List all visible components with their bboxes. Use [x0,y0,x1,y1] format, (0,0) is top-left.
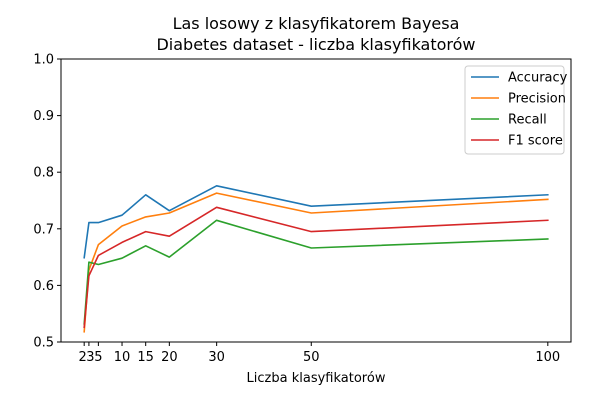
x-tick-label: 2 [79,350,87,365]
series-line-precision [83,192,549,333]
x-tick-label: 15 [137,350,154,365]
y-tick-label: 0.6 [33,279,54,294]
y-axis: 0.5 0.6 0.7 0.8 0.9 1.0 [33,53,61,351]
series-line-recall [83,219,549,325]
series-lines [83,185,549,333]
y-tick-label: 0.5 [33,336,54,351]
chart-title: Las losowy z klasyfikatorem Bayesa [173,14,460,33]
legend-label-recall: Recall [508,113,547,128]
x-tick-label: 30 [208,350,225,365]
chart-subtitle: Diabetes dataset - liczba klasyfikatorów [156,35,475,54]
legend-label-f1-score: F1 score [508,134,563,149]
legend-label-precision: Precision [508,92,566,107]
y-tick-label: 0.8 [33,166,54,181]
legend-frame [464,65,565,155]
legend: Accuracy Precision Recall F1 score [464,65,568,155]
x-axis-label: Liczba klasyfikatorów [247,371,386,386]
x-tick-label: 3 [86,350,94,365]
x-tick-label: 50 [303,350,320,365]
plot-area-frame [60,58,572,343]
x-tick-label: 10 [114,350,131,365]
x-tick-label: 20 [161,350,178,365]
x-tick-label: 100 [535,350,560,365]
x-tick-label: 5 [94,350,102,365]
x-axis: 2 3 5 10 15 20 30 50 100 [79,342,560,365]
y-tick-label: 0.7 [33,222,54,237]
y-tick-label: 1.0 [33,53,54,68]
y-tick-label: 0.9 [33,109,54,124]
series-line-f1-score [83,206,549,329]
series-line-accuracy [83,185,549,259]
legend-label-accuracy: Accuracy [508,71,568,86]
